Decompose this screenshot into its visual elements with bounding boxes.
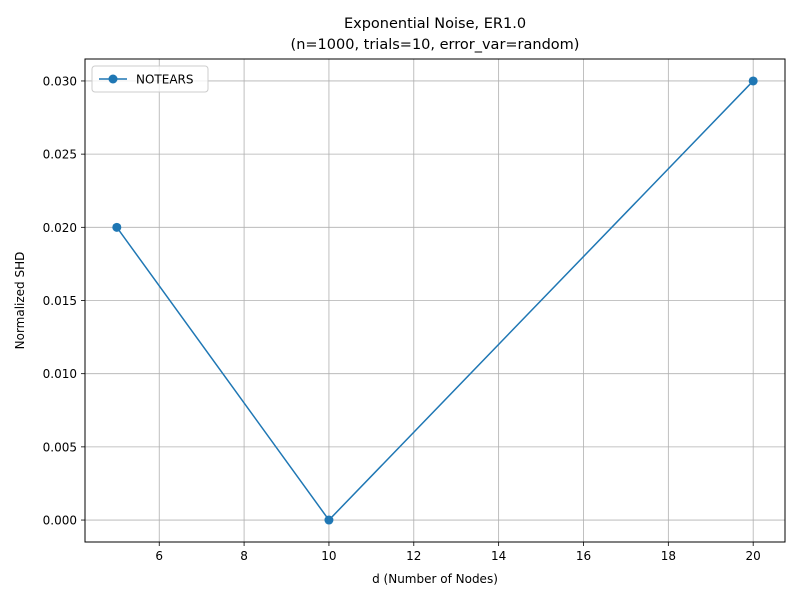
- x-tick-label: 8: [240, 549, 248, 563]
- y-tick-label: 0.020: [43, 221, 77, 235]
- x-tick-label: 14: [491, 549, 506, 563]
- grid: [85, 59, 785, 542]
- legend: NOTEARS: [91, 65, 209, 93]
- legend-label: NOTEARS: [136, 73, 194, 87]
- x-tick-label: 12: [406, 549, 421, 563]
- x-tick-label: 6: [155, 549, 163, 563]
- y-tick-label: 0.015: [43, 294, 77, 308]
- y-tick-label: 0.005: [43, 440, 77, 454]
- data-point: [112, 222, 122, 232]
- chart-title: Exponential Noise, ER1.0: [344, 16, 526, 32]
- plot-series: [112, 76, 758, 525]
- x-tick-label: 18: [661, 549, 676, 563]
- x-tick-label: 10: [321, 549, 336, 563]
- legend-box: [91, 65, 209, 93]
- axis-ticks: 6 8 10 12 14 16 18 20 0.000 0.005 0.010 0.015 0.020 0…: [43, 74, 761, 563]
- y-tick-label: 0.000: [43, 514, 77, 528]
- y-tick-label: 0.010: [43, 367, 77, 381]
- x-axis-label: d (Number of Nodes): [372, 572, 498, 586]
- legend-marker: [108, 74, 118, 84]
- x-tick-label: 16: [576, 549, 591, 563]
- data-point: [324, 515, 334, 525]
- x-tick-label: 20: [746, 549, 761, 563]
- y-tick-label: 0.030: [43, 74, 77, 88]
- data-point: [748, 76, 758, 86]
- y-axis-label: Normalized SHD: [13, 252, 27, 350]
- y-tick-label: 0.025: [43, 148, 77, 162]
- chart-subtitle: (n=1000, trials=10, error_var=random): [291, 37, 580, 53]
